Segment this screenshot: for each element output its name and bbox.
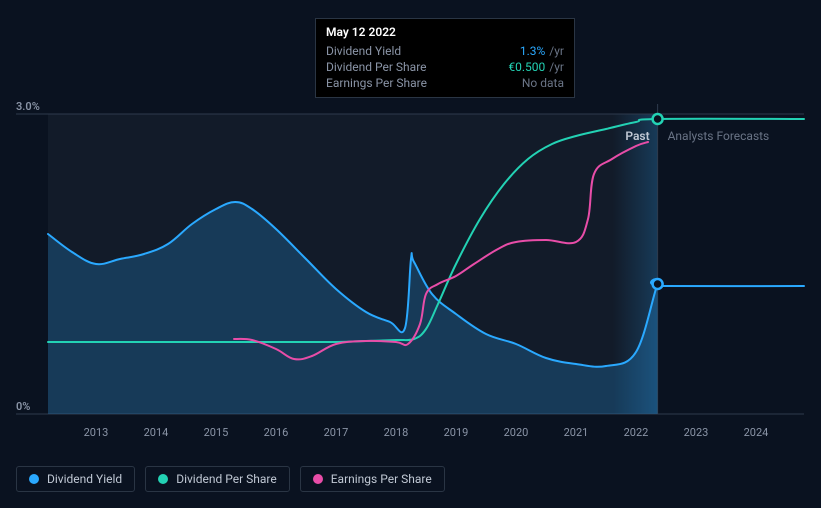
tooltip-row-value-wrap: No data	[522, 76, 564, 90]
tooltip-row-value: €0.500	[508, 60, 545, 74]
tooltip-row: Dividend Per Share €0.500/yr	[326, 59, 564, 75]
svg-text:Past: Past	[625, 129, 649, 143]
tooltip-row: Dividend Yield 1.3% /yr	[326, 43, 564, 59]
legend-item-dividend_per_share[interactable]: Dividend Per Share	[145, 466, 290, 492]
tooltip-row-value: 1.3%	[520, 44, 545, 58]
legend-item-label: Dividend Yield	[47, 472, 122, 486]
tooltip-row-label: Dividend Per Share	[326, 60, 427, 74]
legend-item-dividend_yield[interactable]: Dividend Yield	[16, 466, 135, 492]
svg-text:2020: 2020	[504, 426, 529, 439]
svg-text:2016: 2016	[264, 426, 289, 439]
svg-text:3.0%: 3.0%	[16, 100, 40, 113]
svg-text:2019: 2019	[444, 426, 469, 439]
tooltip-row: Earnings Per Share No data	[326, 75, 564, 91]
svg-text:0%: 0%	[16, 400, 30, 413]
svg-text:2015: 2015	[204, 426, 229, 439]
chart-legend: Dividend Yield Dividend Per Share Earnings…	[16, 466, 445, 492]
svg-text:2017: 2017	[324, 426, 349, 439]
tooltip-row-label: Earnings Per Share	[326, 76, 427, 90]
svg-text:2024: 2024	[744, 426, 769, 439]
legend-dot-icon	[313, 474, 323, 484]
svg-text:2013: 2013	[84, 426, 109, 439]
legend-item-label: Dividend Per Share	[176, 472, 277, 486]
tooltip-row-value-wrap: €0.500/yr	[508, 60, 564, 74]
svg-text:Analysts Forecasts: Analysts Forecasts	[668, 129, 770, 143]
svg-text:2018: 2018	[384, 426, 409, 439]
tooltip-row-unit: /yr	[549, 44, 564, 58]
svg-text:2022: 2022	[624, 426, 649, 439]
legend-item-earnings_per_share[interactable]: Earnings Per Share	[300, 466, 445, 492]
dividend-chart: 0% 3.0% 2013 2014 2015 2016 2017 2018 2019 2020 20…	[0, 0, 821, 508]
tooltip-row-label: Dividend Yield	[326, 44, 401, 58]
legend-dot-icon	[158, 474, 168, 484]
tooltip-row-unit: /yr	[549, 60, 564, 74]
svg-text:2023: 2023	[684, 426, 709, 439]
svg-text:2021: 2021	[564, 426, 589, 439]
legend-dot-icon	[29, 474, 39, 484]
chart-tooltip: May 12 2022 Dividend Yield1.3%/yrDividen…	[315, 18, 575, 98]
legend-item-label: Earnings Per Share	[331, 472, 432, 486]
svg-text:2014: 2014	[144, 426, 169, 439]
tooltip-row-value-wrap: 1.3% /yr	[520, 44, 564, 58]
tooltip-row-value: No data	[522, 76, 564, 90]
tooltip-title: May 12 2022	[326, 25, 564, 39]
